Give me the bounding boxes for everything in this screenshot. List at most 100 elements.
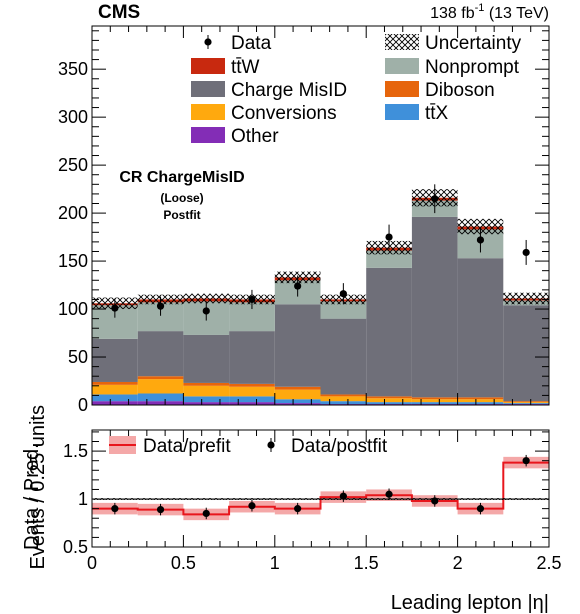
legend-data-marker	[204, 38, 212, 46]
ratio-legend: Data/prefit Data/postfit	[109, 436, 388, 457]
legend-ttbarx-label: tt̄X	[425, 103, 449, 124]
main-y-axis-title: Events / 0.25 units	[27, 405, 49, 570]
ratio-y-axis-title: Data / Pred.	[21, 443, 43, 550]
x-axis-title: Leading lepton |η|	[391, 592, 549, 614]
main-panel: 0 50 100 150 200 250 300 350 Data Uncertainty tt̄…	[27, 25, 550, 570]
ratio-frame	[91, 429, 550, 548]
main-legend: Data Uncertainty tt̄W Nonprompt Charge MisID…	[191, 33, 522, 147]
uncertainty-hatch-8	[457, 218, 504, 235]
bar-conversions-3	[229, 386, 275, 397]
ratio-point-9	[522, 457, 530, 465]
bar-charge-misid-7	[411, 216, 458, 398]
ratio-point-7	[431, 497, 439, 505]
legend-data-label: Data	[231, 33, 272, 54]
ratio-postfit-points	[111, 454, 530, 520]
legend-conversions-label: Conversions	[231, 103, 337, 124]
bar-diboson-1	[137, 376, 184, 380]
legend-data-postfit-marker	[267, 441, 275, 449]
data-point-6	[385, 233, 393, 241]
ratio-y-tick-label-2: 1.5	[63, 441, 88, 461]
x-tick-label-4: 2	[453, 553, 463, 573]
ratio-panel: 0 0.5 1 1.5 2 2.50.511.5 Data/prefit Data/post…	[21, 429, 562, 614]
bar-conversions-6	[366, 398, 412, 403]
data-point-2	[202, 307, 210, 315]
ratio-point-5	[339, 492, 347, 500]
bar-conversions-5	[320, 396, 367, 402]
x-tick-label-1: 0.5	[171, 553, 196, 573]
legend-diboson-label: Diboson	[425, 80, 495, 101]
bar-charge-misid-9	[503, 305, 549, 402]
bar-other-2	[183, 402, 230, 405]
bar-diboson-8	[457, 397, 504, 400]
x-tick-label-0: 0	[87, 553, 97, 573]
legend-conversions-swatch	[191, 104, 225, 120]
ratio-point-8	[476, 505, 485, 513]
data-points	[111, 184, 530, 321]
legend-ttbarx-swatch	[385, 104, 419, 120]
bar-ttbarx-8	[457, 402, 504, 405]
legend-uncertainty-label: Uncertainty	[425, 33, 522, 54]
uncertainty-hatch-2	[183, 293, 230, 304]
bar-charge-misid-4	[274, 304, 321, 387]
ratio-axes: 0 0.5 1 1.5 2 2.50.511.5	[63, 430, 562, 573]
main-frame	[91, 25, 550, 406]
ratio-y-tick-label-0: 0.5	[63, 537, 88, 557]
data-point-9	[522, 248, 530, 257]
y-tick-label-6: 300	[58, 107, 88, 127]
bar-charge-misid-3	[229, 331, 275, 384]
bar-other-0	[92, 401, 138, 405]
bar-diboson-4	[274, 386, 321, 390]
bar-diboson-6	[366, 396, 412, 399]
bar-other-3	[229, 402, 275, 405]
data-point-3	[248, 295, 256, 304]
data-point-1	[156, 302, 165, 310]
bar-ttbarx-0	[92, 394, 138, 402]
bar-nonprompt-5	[320, 301, 367, 319]
legend-data-prefit-label: Data/prefit	[143, 436, 231, 457]
ratio-point-1	[156, 505, 165, 514]
bar-conversions-8	[457, 399, 504, 403]
legend-other-swatch	[191, 127, 225, 143]
luminosity-label: 138 fb-1 (13 TeV)	[430, 2, 549, 22]
region-sublabel-selection: (Loose)	[160, 191, 203, 205]
legend-uncertainty-swatch	[385, 34, 419, 50]
bar-conversions-7	[411, 399, 458, 403]
bar-conversions-0	[92, 384, 138, 395]
x-tick-label-2: 1	[270, 553, 280, 573]
legend-data-postfit-label: Data/postfit	[291, 436, 388, 457]
bar-diboson-2	[183, 382, 230, 386]
bar-diboson-3	[229, 383, 275, 387]
bar-ttbarx-9	[503, 403, 549, 405]
y-tick-label-7: 350	[58, 59, 88, 79]
bar-ttbarx-4	[274, 399, 321, 404]
prefit-line	[92, 461, 549, 516]
bar-other-4	[274, 403, 321, 405]
y-tick-label-2: 100	[58, 299, 88, 319]
legend-ttbarw-label: tt̄W	[231, 57, 260, 78]
bar-diboson-5	[320, 394, 367, 397]
bar-diboson-0	[92, 381, 138, 385]
bar-ttbarx-5	[320, 401, 367, 405]
ratio-point-4	[294, 505, 302, 513]
bar-charge-misid-0	[92, 338, 138, 382]
ratio-point-0	[111, 505, 119, 513]
legend-charge-misid-label: Charge MisID	[231, 80, 347, 101]
y-tick-label-4: 200	[58, 203, 88, 223]
bar-conversions-9	[503, 402, 549, 404]
ratio-point-6	[385, 490, 393, 498]
bar-ttbarx-3	[229, 396, 275, 403]
data-point-0	[111, 304, 119, 312]
ratio-point-2	[202, 509, 210, 518]
bar-ttbarx-1	[137, 393, 184, 402]
ratio-uncertainty-band	[92, 498, 549, 501]
y-tick-label-0: 0	[78, 395, 88, 415]
bar-conversions-2	[183, 385, 230, 397]
bar-charge-misid-1	[137, 331, 184, 377]
y-tick-label-3: 150	[58, 251, 88, 271]
legend-nonprompt-label: Nonprompt	[425, 57, 520, 78]
bar-charge-misid-5	[320, 318, 367, 395]
legend-other-label: Other	[231, 126, 279, 147]
y-tick-label-5: 250	[58, 155, 88, 175]
bar-ttbarx-7	[411, 402, 458, 405]
